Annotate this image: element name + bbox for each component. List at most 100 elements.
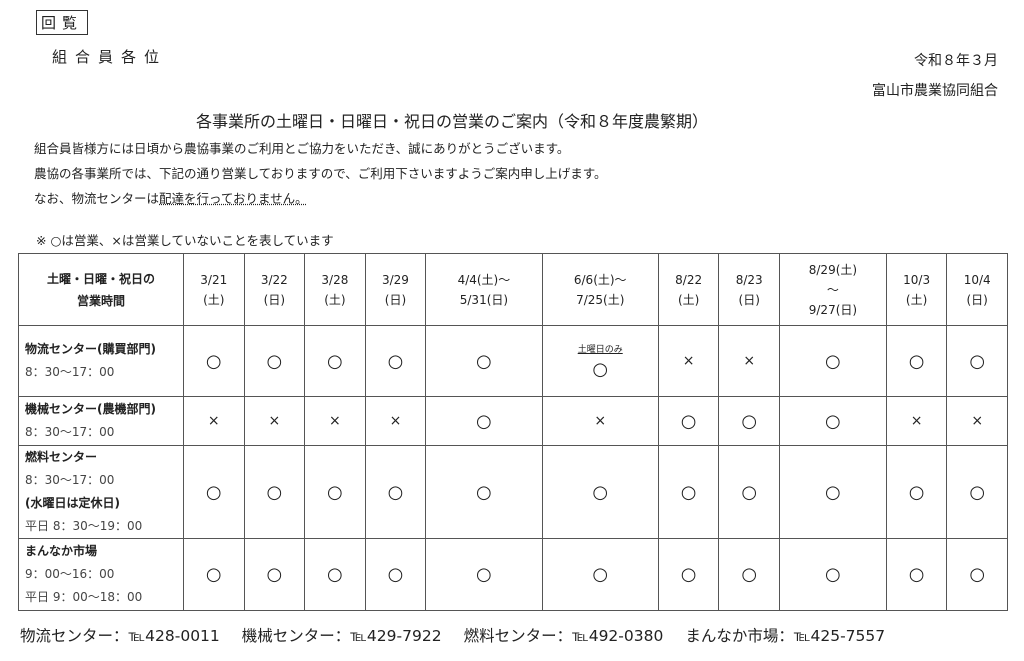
open-mark: ○ [266, 481, 283, 503]
date-label: 3/29 [381, 272, 409, 287]
open-mark: ○ [205, 564, 222, 585]
closed-mark: × [594, 413, 607, 429]
table-row: まんなか市場 9：00～16：00 平日 9：00～18：00 ○ ○ ○ ○ ○ ○ ○ ○ ○ ○ ○ [18, 538, 1008, 611]
status-cell: ○ [541, 538, 659, 611]
open-mark: ○ [908, 481, 925, 503]
date-label: 7/25(土) [576, 292, 625, 307]
status-cell: ○ [183, 325, 245, 397]
status-cell: × [183, 396, 245, 446]
open-mark: ○ [205, 481, 222, 503]
date-label: 5/31(日) [459, 292, 509, 307]
status-cell: ○ [946, 325, 1008, 397]
closed-mark: × [268, 413, 281, 429]
open-mark: ○ [476, 481, 492, 503]
status-cell: ○ [304, 325, 366, 397]
open-mark: ○ [825, 350, 841, 372]
date-label: 3/22 [260, 272, 288, 287]
status-cell: ○ [243, 325, 306, 397]
open-mark: ○ [741, 410, 758, 432]
open-mark: ○ [592, 564, 609, 585]
date-label: (土) [905, 292, 928, 307]
status-cell: ○ [657, 396, 720, 446]
date-label: 3/28 [321, 272, 349, 287]
status-cell: ○ [779, 538, 887, 611]
status-cell: ○ [657, 538, 720, 611]
open-mark: ○ [680, 481, 697, 503]
open-mark: ○ [327, 350, 343, 372]
date-label: 9/27(日) [808, 302, 858, 317]
open-mark: ○ [969, 350, 986, 372]
date-label: (土) [324, 292, 346, 307]
closed-mark: × [682, 353, 695, 369]
date-label: (日) [738, 292, 760, 307]
legend-note: ※ ○は営業、×は営業していないことを表しています [36, 233, 334, 248]
open-mark: ○ [825, 410, 841, 432]
status-cell: ○ [243, 445, 306, 539]
date-column-header: 8/22 (土) [657, 253, 720, 326]
circulation-stamp: 回覧 [36, 10, 89, 35]
addressee: 組合員各位 [52, 48, 168, 66]
open-mark: ○ [266, 350, 283, 372]
facility-hours: 8：30～17：00 [25, 473, 115, 487]
date-label: 8/29(土) [808, 262, 858, 277]
open-mark: ○ [825, 564, 841, 585]
status-cell: × [657, 325, 720, 397]
open-mark: ○ [969, 481, 986, 503]
header-corner: 土曜・日曜・祝日の 営業時間 [18, 253, 184, 326]
open-mark: ○ [908, 564, 925, 585]
status-cell: × [243, 396, 306, 446]
facility-cell: 燃料センター 8：30～17：00 (水曜日は定休日) 平日 8：30～19：00 [18, 445, 184, 539]
date-label: 10/3 [903, 272, 931, 287]
date-label: 3/21 [200, 272, 228, 287]
delivery-notice: なお、物流センターは配達を行っておりません。 [34, 188, 308, 207]
table-row: 機械センター(農機部門) 8：30～17：00 × × × × ○ × ○ ○ ○ × × [18, 396, 1008, 446]
open-mark: ○ [908, 350, 925, 372]
facility-hours: 8：30～17：00 [25, 365, 115, 379]
status-cell: ○ [885, 445, 948, 539]
status-cell: ○ [183, 445, 245, 539]
table-header-row: 土曜・日曜・祝日の 営業時間 3/21 (土) 3/22 (日) 3/28 (土) 3/29 (日… [18, 253, 1008, 326]
open-mark: ○ [741, 564, 758, 585]
date-column-header: 3/28 (土) [304, 253, 366, 326]
open-mark: ○ [387, 481, 404, 503]
closed-mark: × [971, 413, 984, 429]
open-mark: ○ [741, 481, 758, 503]
facility-hours: 平日 8：30～19：00 [25, 519, 143, 533]
status-cell: × [304, 396, 366, 446]
status-cell: × [946, 396, 1008, 446]
status-cell: ○ [364, 445, 427, 539]
status-cell: ○ [718, 538, 780, 611]
schedule-table: 土曜・日曜・祝日の 営業時間 3/21 (土) 3/22 (日) 3/28 (土) 3/29 (日… [18, 253, 1008, 611]
corner-label: 土曜・日曜・祝日の [46, 271, 155, 286]
open-mark: ○ [476, 350, 492, 372]
date-column-header: 10/3 (土) [885, 253, 948, 326]
open-mark: ○ [387, 564, 404, 585]
contact-phone: 燃料センター：℡492-0380 [463, 627, 664, 645]
facility-name: まんなか市場 [25, 544, 98, 558]
facility-cell: まんなか市場 9：00～16：00 平日 9：00～18：00 [18, 538, 184, 611]
open-mark: ○ [825, 481, 841, 503]
facility-hours: (水曜日は定休日) [25, 496, 120, 510]
notice-text: なお、物流センターは [34, 191, 160, 206]
status-cell: ○ [779, 396, 887, 446]
closed-mark: × [389, 413, 402, 429]
status-cell: ○ [243, 538, 306, 611]
document-title: 各事業所の土曜日・日曜日・祝日の営業のご案内（令和８年度農繁期） [196, 112, 709, 131]
status-cell: ○ [183, 538, 245, 611]
organization: 富山市農業協同組合 [872, 83, 998, 99]
date-column-header: 6/6(土)～ 7/25(土) [541, 253, 659, 326]
status-cell: ○ [779, 325, 887, 397]
open-mark: ○ [327, 481, 343, 503]
date-label: 8/23 [735, 272, 763, 287]
facility-name: 物流センター(購買部門) [25, 342, 156, 356]
open-mark: ○ [327, 564, 343, 585]
status-cell: ○ [425, 538, 543, 611]
status-cell: × [541, 396, 659, 446]
date-column-header: 3/21 (土) [183, 253, 245, 326]
open-mark: ○ [592, 359, 609, 380]
open-mark: ○ [592, 481, 609, 503]
date-column-header: 10/4 (日) [946, 253, 1008, 326]
date-column-header: 3/22 (日) [243, 253, 306, 326]
status-cell: ○ [425, 396, 543, 446]
open-mark: ○ [476, 410, 492, 432]
